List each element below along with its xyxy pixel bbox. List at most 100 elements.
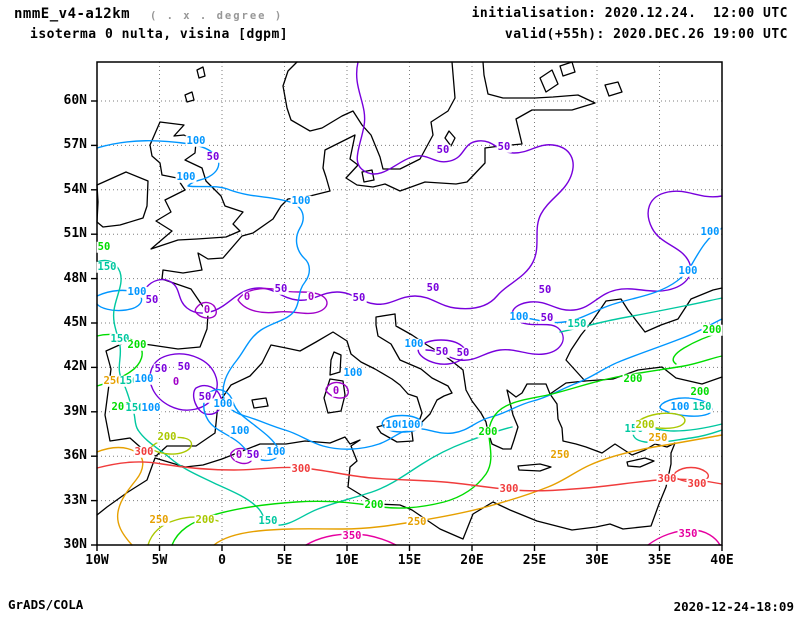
contour-value-label: 100 — [677, 264, 699, 277]
model-title: nmmE_v4-a12km — [14, 6, 131, 22]
contour-value-label: 150 — [566, 317, 588, 330]
contour-value-label: 200 — [110, 400, 132, 413]
contour-value-label: 150 — [124, 401, 146, 414]
contour-value-label: 250 — [406, 515, 428, 528]
contour-value-label: 100 — [508, 310, 530, 323]
contour-value-label: 50 — [539, 311, 555, 324]
coastline-black-sea-south — [549, 366, 723, 395]
contour-line-0 — [325, 381, 349, 399]
contour-value-label: 50 — [144, 293, 160, 306]
contour-value-label: 250 — [549, 448, 571, 461]
contour-value-label: 100 — [699, 225, 721, 238]
lon-tick-label: 30E — [585, 553, 609, 568]
contour-value-label: 0 — [242, 290, 252, 303]
lat-tick-label: 36N — [63, 448, 87, 464]
contour-value-label: 300 — [686, 477, 708, 490]
lon-tick-label: 10E — [335, 553, 359, 568]
contour-value-label: 200 — [634, 418, 656, 431]
contour-value-label: 50 — [351, 291, 367, 304]
coastline-black-sea-north — [565, 287, 723, 382]
coastline-mediterranean-north — [155, 313, 453, 457]
contour-value-label: 0 — [202, 303, 212, 316]
map-frame — [96, 61, 723, 546]
contour-value-label: 350 — [341, 529, 363, 542]
contour-line-50 — [145, 61, 574, 314]
contour-line-150 — [137, 426, 513, 526]
contour-line-200 — [672, 331, 723, 365]
lon-tick-label: 10W — [85, 553, 109, 568]
tick-layer — [91, 100, 723, 551]
lat-tick-label: 48N — [63, 270, 87, 286]
contour-value-label: 200 — [126, 338, 148, 351]
lat-tick-label: 51N — [63, 226, 87, 242]
valid-time: valid(+55h): 2020.DEC.26 19:00 UTC — [504, 27, 788, 42]
contour-value-label: 200 — [701, 323, 723, 336]
lat-tick-label: 30N — [63, 537, 87, 552]
contour-value-label: 50 — [455, 346, 471, 359]
lon-tick-label: 20E — [460, 553, 484, 568]
contour-value-label: 50 — [434, 345, 450, 358]
contour-value-label: 50 — [153, 362, 169, 375]
contour-value-label: 200 — [156, 430, 178, 443]
contour-line-150 — [559, 297, 723, 333]
contour-value-label: 200 — [689, 385, 711, 398]
contour-line-250 — [213, 434, 723, 546]
init-time: initialisation: 2020.12.24. 12:00 UTC — [471, 6, 788, 21]
contour-value-label: 50 — [245, 448, 261, 461]
contour-value-label: 0 — [331, 384, 341, 397]
contour-line-100 — [96, 140, 723, 450]
contour-value-label: 100 — [342, 366, 364, 379]
contour-line-0 — [194, 301, 217, 319]
coastline-layer — [96, 61, 723, 540]
lat-tick-label: 60N — [63, 93, 87, 108]
contour-value-label: 250 — [647, 431, 669, 444]
lat-tick-label: 54N — [63, 181, 87, 197]
coastline-islands — [184, 66, 655, 472]
contour-value-label: 100 — [403, 337, 425, 350]
contour-value-label: 100 — [126, 285, 148, 298]
contour-value-label: 200 — [363, 498, 385, 511]
lon-tick-label: 25E — [522, 553, 547, 568]
contour-value-label: 100 — [140, 401, 162, 414]
plot-subtitle: isoterma 0 nulta, visina [dgpm] — [30, 27, 289, 42]
contour-value-label: 150 — [96, 260, 118, 273]
coastline-balkans-levant-africa — [96, 313, 676, 540]
model-resolution-note: ( . x . degree ) — [150, 10, 284, 22]
contour-value-label: 50 — [197, 390, 213, 403]
contour-line-300 — [96, 461, 723, 492]
lon-tick-label: 5E — [276, 553, 293, 568]
contour-value-label: 50 — [537, 283, 553, 296]
lat-tick-label: 33N — [63, 492, 87, 508]
lat-tick-label: 42N — [63, 359, 87, 375]
contour-value-label: 150 — [257, 514, 279, 527]
coastline-northeast-lakes — [539, 61, 623, 97]
contour-value-label: 100 — [290, 194, 312, 207]
lon-tick-label: 5W — [151, 553, 168, 568]
coastline-britain — [149, 121, 244, 250]
contour-line-50 — [192, 384, 223, 415]
contour-value-label: 0 — [234, 448, 244, 461]
contour-value-label: 0 — [171, 375, 181, 388]
contour-line-150 — [632, 423, 723, 444]
contour-value-label: 100 — [175, 170, 197, 183]
contour-line-50 — [425, 190, 723, 361]
contour-line-200 — [171, 355, 723, 546]
contour-value-label: 150 — [109, 332, 131, 345]
contour-value-label: 50 — [205, 150, 221, 163]
contour-line-0 — [230, 447, 253, 465]
contour-value-label: 50 — [435, 143, 451, 156]
lon-tick-label: 15E — [397, 553, 422, 568]
footer-credit: GrADS/COLA — [8, 597, 84, 612]
contour-value-label: 100 — [400, 418, 422, 431]
contour-value-label: 250 — [148, 513, 170, 526]
lat-tick-label: 39N — [63, 403, 87, 419]
contour-value-label: 300 — [656, 472, 678, 485]
contour-value-label: 150 — [691, 400, 713, 413]
contour-line-100 — [525, 227, 723, 324]
contour-value-label: 50 — [273, 282, 289, 295]
contour-value-label: 200 — [477, 425, 499, 438]
footer-timestamp: 2020-12-24-18:09 — [673, 599, 794, 614]
contour-value-label: 150 — [623, 424, 645, 435]
contour-value-label: 100 — [133, 372, 155, 385]
